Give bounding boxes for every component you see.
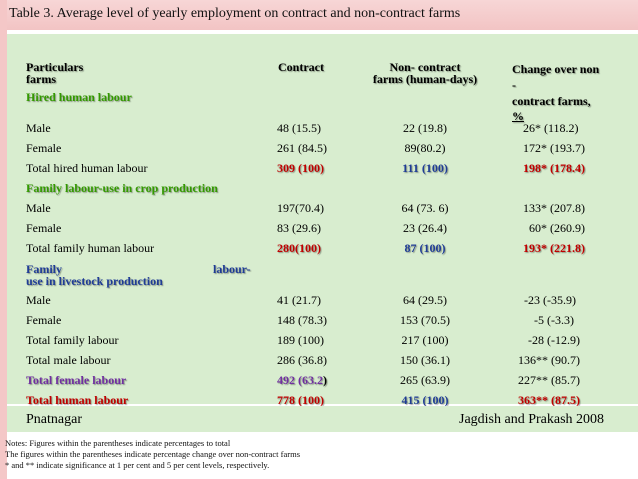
live-male-change: -23 (-35.9) [524, 293, 576, 307]
live-total-noncontract: 217 (100) [401, 333, 449, 347]
crop-female-contract: 83 (29.6) [277, 221, 321, 235]
left-stripe [0, 0, 7, 479]
section-hired: Hired human labour [26, 90, 132, 104]
crop-male-noncontract: 64 (73. 6) [401, 201, 449, 215]
total-female-contract-paren: ) [323, 373, 327, 387]
total-female-noncontract: 265 (63.9) [400, 373, 450, 387]
header-change-line2: - [512, 78, 516, 92]
total-female-change: 227** (85.7) [518, 373, 580, 387]
total-male-label: Total male labour [26, 353, 111, 367]
hired-total-contract: 309 (100) [277, 161, 324, 175]
header-noncontract-line1: Non- contract [389, 60, 461, 74]
crop-female-label: Female [26, 221, 62, 235]
total-male-change: 136** (90.7) [518, 353, 580, 367]
hired-female-noncontract: 89(80.2) [404, 141, 446, 155]
total-male-noncontract: 150 (36.1) [400, 353, 450, 367]
note-1: Notes: Figures within the parentheses in… [5, 438, 231, 448]
footer: Pnatnagar Jagdish and Prakash 2008 [7, 406, 638, 432]
crop-male-contract: 197(70.4) [277, 201, 324, 215]
header-noncontract-line2: farms (human-days) [372, 72, 478, 86]
total-human-change: 363** (87.5) [518, 393, 580, 407]
total-female-contract: 492 (63.2) [277, 374, 327, 387]
hired-male-change: 26* (118.2) [523, 121, 579, 135]
header-change-line1: Change over non [512, 62, 600, 76]
crop-female-change: 60* (260.9) [529, 221, 585, 235]
header-farms: farms [26, 72, 56, 86]
table-title: Table 3. Average level of yearly employm… [9, 6, 461, 21]
total-human-contract: 778 (100) [277, 393, 324, 407]
footer-source: Jagdish and Prakash 2008 [459, 412, 605, 427]
footer-location: Pnatnagar [26, 412, 82, 427]
title-bar: Table 3. Average level of yearly employm… [0, 0, 638, 30]
total-male-contract: 286 (36.8) [277, 353, 327, 367]
hired-female-change: 172* (193.7) [523, 141, 585, 155]
hired-total-label: Total hired human labour [26, 161, 148, 175]
total-human-label: Total human labour [26, 393, 129, 407]
live-male-noncontract: 64 (29.5) [403, 293, 447, 307]
note-2: The figures within the parentheses indic… [5, 449, 301, 459]
note-3: * and ** indicate significance at 1 per … [5, 460, 270, 470]
live-female-noncontract: 153 (70.5) [400, 313, 450, 327]
section-family-crop: Family labour-use in crop production [26, 181, 218, 195]
hired-male-label: Male [26, 121, 51, 135]
hired-male-noncontract: 22 (19.8) [403, 121, 447, 135]
crop-female-noncontract: 23 (26.4) [403, 221, 447, 235]
notes: Notes: Figures within the parentheses in… [5, 438, 300, 471]
total-human-noncontract: 415 (100) [401, 393, 449, 407]
table-panel: Particulars farms Contract Non- contract… [7, 34, 638, 407]
hired-male-contract: 48 (15.5) [277, 121, 321, 135]
live-female-label: Female [26, 313, 62, 327]
live-total-label: Total family labour [26, 333, 119, 347]
total-female-label: Total female labour [26, 373, 127, 387]
live-female-contract: 148 (78.3) [277, 313, 327, 327]
hired-female-contract: 261 (84.5) [277, 141, 327, 155]
crop-total-contract: 280(100) [277, 241, 321, 255]
live-total-change: -28 (-12.9) [528, 333, 580, 347]
header-change-line3: contract farms, [512, 94, 591, 108]
crop-total-label: Total family human labour [26, 241, 155, 255]
section-family-livestock-word2: labour- [213, 262, 251, 276]
crop-male-change: 133* (207.8) [523, 201, 585, 215]
live-total-contract: 189 (100) [277, 333, 324, 347]
section-family-livestock-word1: Family [26, 262, 62, 276]
hired-female-label: Female [26, 141, 62, 155]
crop-male-label: Male [26, 201, 51, 215]
live-male-contract: 41 (21.7) [277, 293, 321, 307]
crop-total-change: 193* (221.8) [523, 241, 585, 255]
total-female-contract-value: 492 (63.2 [277, 373, 323, 387]
crop-total-noncontract: 87 (100) [404, 241, 446, 255]
hired-total-noncontract: 111 (100) [402, 161, 448, 175]
header-change-line4: % [512, 109, 524, 123]
section-family-livestock-line2: use in livestock production [26, 274, 163, 288]
header-contract: Contract [278, 60, 324, 74]
hired-total-change: 198* (178.4) [523, 161, 585, 175]
header-particulars: Particulars [26, 60, 84, 74]
live-male-label: Male [26, 293, 51, 307]
live-female-change: -5 (-3.3) [534, 313, 574, 327]
